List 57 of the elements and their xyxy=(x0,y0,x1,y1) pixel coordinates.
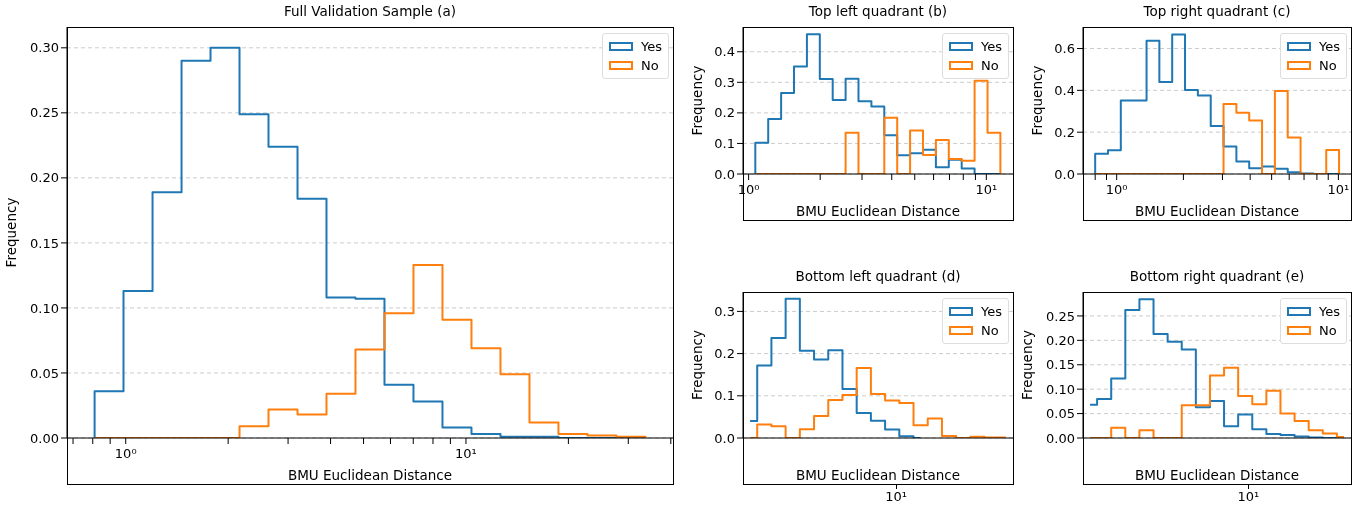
x-axis-title: BMU Euclidean Distance xyxy=(795,467,961,483)
legend-label: Yes xyxy=(1319,303,1340,321)
legend-label: No xyxy=(1319,57,1337,75)
y-tick-label: 0.05 xyxy=(1046,406,1075,422)
legend-label: No xyxy=(981,322,999,340)
y-tick-label: 0.25 xyxy=(30,105,59,121)
y-tick-label: 0.1 xyxy=(714,136,735,152)
x-axis-title: BMU Euclidean Distance xyxy=(1134,203,1300,219)
y-tick-label: 0.25 xyxy=(1046,308,1075,324)
chart-title: Top left quadrant (b) xyxy=(807,3,949,19)
x-tick-label: 10¹ xyxy=(975,182,998,198)
y-tick-label: 0.00 xyxy=(30,430,59,446)
y-axis-title: Frequency xyxy=(688,330,705,400)
y-tick-label: 0.3 xyxy=(714,304,735,320)
y-tick-label: 0.20 xyxy=(1046,332,1075,348)
legend-label: Yes xyxy=(981,303,1002,321)
y-axis-title: Frequency xyxy=(2,197,19,268)
x-tick-label: 10¹ xyxy=(1327,182,1350,198)
y-tick-label: 0.4 xyxy=(714,44,735,60)
y-tick-label: 0.2 xyxy=(714,346,735,362)
y-tick-label: 0.10 xyxy=(30,300,59,316)
chart-title: Top right quadrant (c) xyxy=(1142,3,1292,19)
y-tick-label: 0.0 xyxy=(714,430,735,446)
legend-label: Yes xyxy=(981,38,1002,56)
legend-label: No xyxy=(1319,322,1337,340)
x-tick-label: 10⁰ xyxy=(1105,182,1128,198)
chart-title: Bottom left quadrant (d) xyxy=(794,268,962,284)
text: 10¹ xyxy=(1236,489,1261,504)
x-tick-label: 10⁰ xyxy=(114,446,137,462)
x-axis-title: BMU Euclidean Distance xyxy=(795,203,961,219)
text: 10¹ xyxy=(884,489,908,504)
y-tick-label: 0.15 xyxy=(1046,357,1075,373)
y-tick-label: 0.4 xyxy=(1054,82,1075,98)
y-tick-label: 0.6 xyxy=(1054,41,1075,57)
legend-label: No xyxy=(641,57,659,75)
y-axis-title: Frequency xyxy=(688,65,705,136)
x-axis-title: BMU Euclidean Distance xyxy=(1134,467,1300,483)
y-axis-title: Frequency xyxy=(1018,330,1035,400)
legend-label: No xyxy=(981,57,999,75)
chart-title: Bottom right quadrant (e) xyxy=(1128,268,1306,284)
legend-label: Yes xyxy=(1319,38,1340,56)
y-tick-label: 0.1 xyxy=(714,388,735,404)
y-tick-label: 0.30 xyxy=(30,40,59,56)
y-tick-label: 0.10 xyxy=(1046,381,1075,397)
y-tick-label: 0.0 xyxy=(714,166,735,182)
y-tick-label: 0.20 xyxy=(30,170,59,186)
x-axis-title: BMU Euclidean Distance xyxy=(287,467,453,483)
y-tick-label: 0.0 xyxy=(1054,166,1075,182)
y-axis-title: Frequency xyxy=(1028,65,1045,136)
y-tick-label: 0.05 xyxy=(30,365,59,381)
legend-label: Yes xyxy=(641,38,662,56)
chart-title: Full Validation Sample (a) xyxy=(282,3,457,19)
y-tick-label: 0.00 xyxy=(1046,430,1075,446)
y-tick-label: 0.3 xyxy=(714,74,735,90)
y-tick-label: 0.2 xyxy=(714,105,735,121)
y-tick-label: 0.2 xyxy=(1054,124,1075,140)
y-tick-label: 0.15 xyxy=(30,235,59,251)
